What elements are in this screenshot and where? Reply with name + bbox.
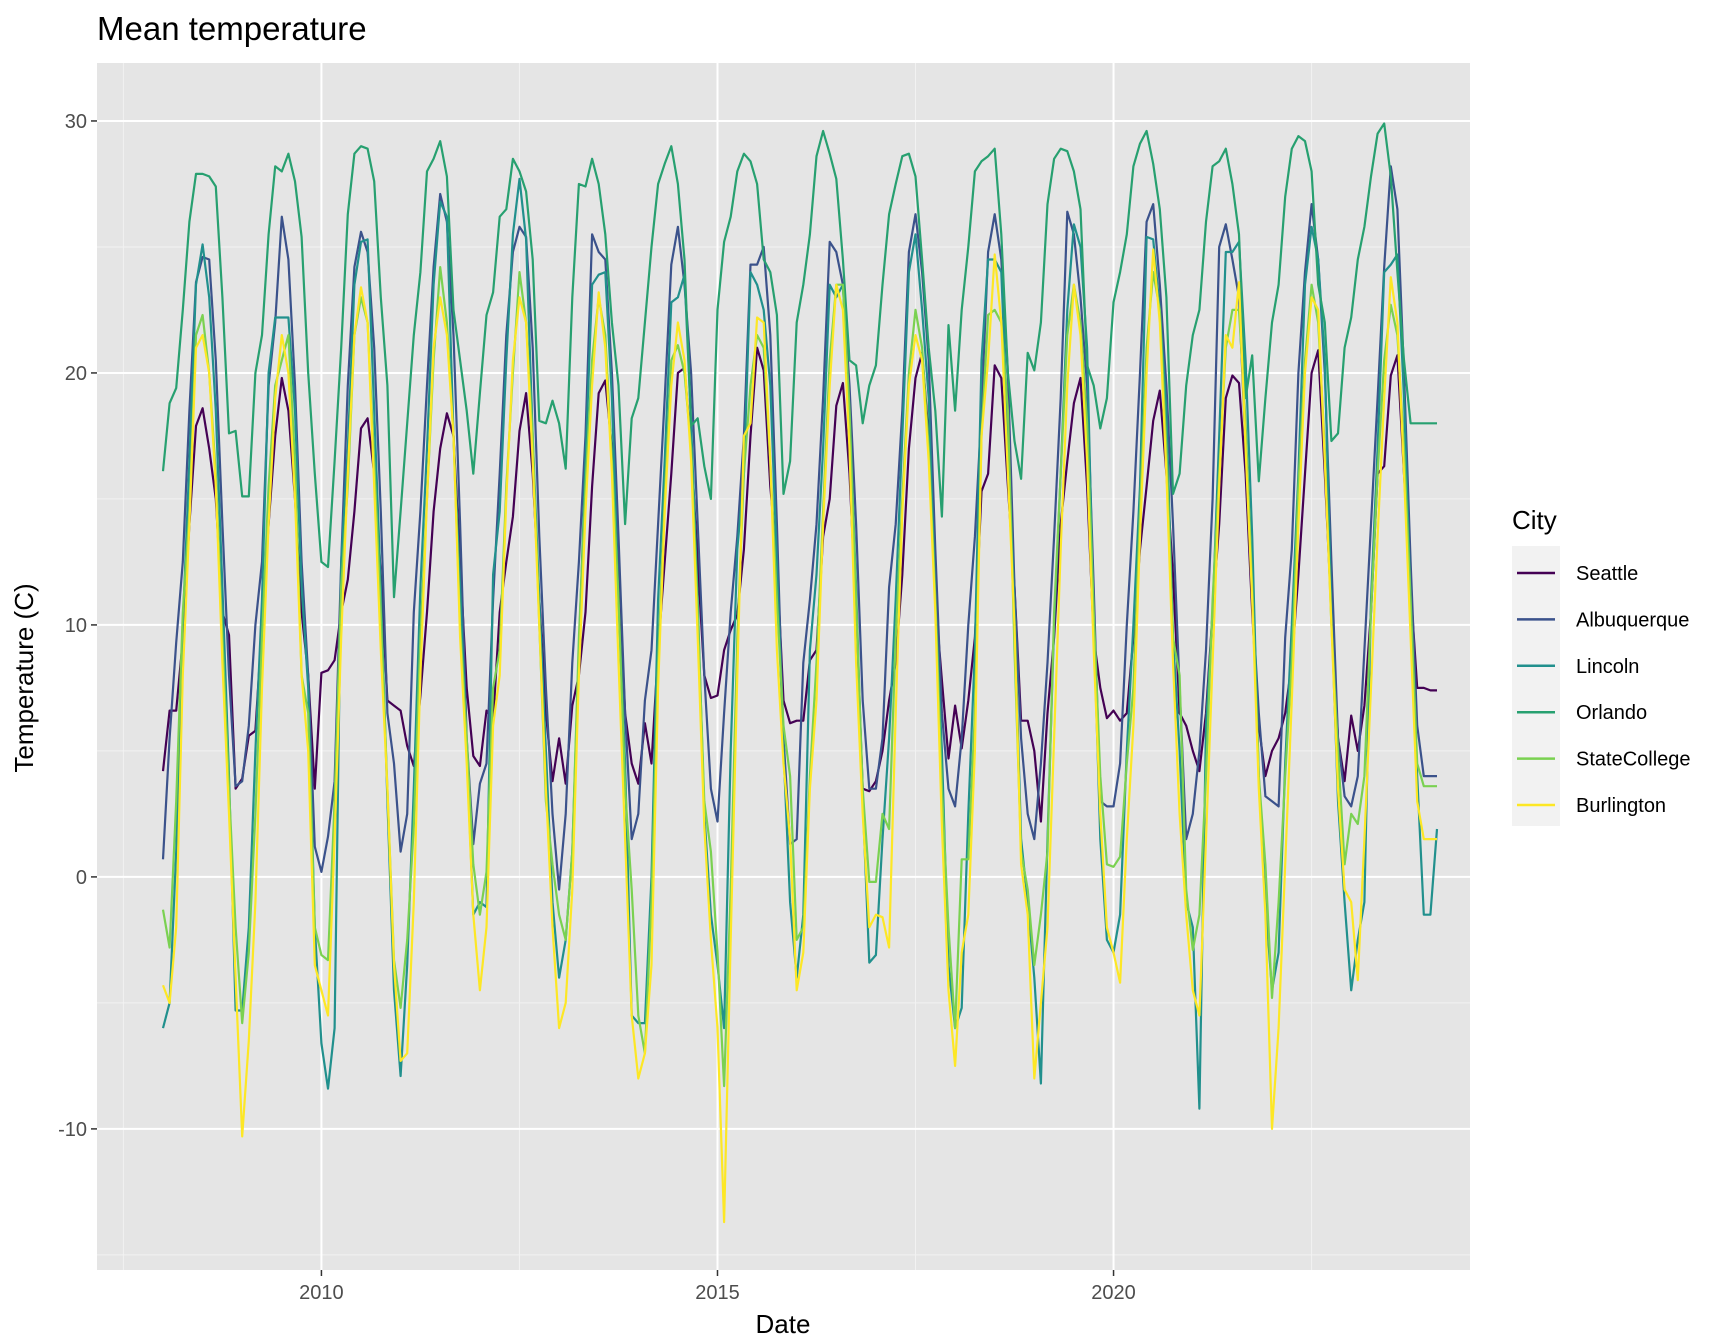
- series-line-orlando: [161, 122, 1437, 599]
- x-tick-label: 2010: [299, 1282, 344, 1304]
- x-axis-ticks: 2010 2015 2020: [299, 1270, 1136, 1304]
- legend-label-seattle: Seattle: [1576, 563, 1638, 585]
- x-axis-title: Date: [756, 1309, 811, 1339]
- major-gridlines: [97, 63, 1470, 1270]
- legend: City Seattle Albuquerque Lincoln Orlando Sta…: [1512, 505, 1691, 826]
- x-tick-label: 2015: [695, 1282, 740, 1304]
- series-line-burlington: [161, 248, 1437, 1224]
- legend-label-orlando: Orlando: [1576, 702, 1647, 724]
- y-tick-label: 10: [65, 615, 87, 637]
- y-axis-title: Temperature (C): [9, 583, 39, 772]
- legend-label-albuquerque: Albuquerque: [1576, 609, 1689, 631]
- y-tick-label: 30: [65, 111, 87, 133]
- y-tick-label: 20: [65, 363, 87, 385]
- series-lines: [161, 122, 1439, 1224]
- legend-title: City: [1512, 505, 1557, 535]
- legend-items: Seattle Albuquerque Lincoln Orlando StateCol…: [1517, 563, 1691, 817]
- y-tick-label: 0: [76, 867, 87, 889]
- legend-key-background: [1512, 546, 1560, 826]
- legend-label-lincoln: Lincoln: [1576, 656, 1639, 678]
- series-line-albuquerque: [161, 165, 1437, 891]
- chart-title: Mean temperature: [97, 10, 367, 47]
- series-line-lincoln: [161, 177, 1439, 1110]
- y-tick-label: -10: [58, 1119, 87, 1141]
- legend-label-statecollege: StateCollege: [1576, 749, 1691, 771]
- y-axis-ticks: -10 0 10 20 30: [58, 111, 97, 1141]
- legend-label-burlington: Burlington: [1576, 795, 1666, 817]
- x-tick-label: 2020: [1091, 1282, 1136, 1304]
